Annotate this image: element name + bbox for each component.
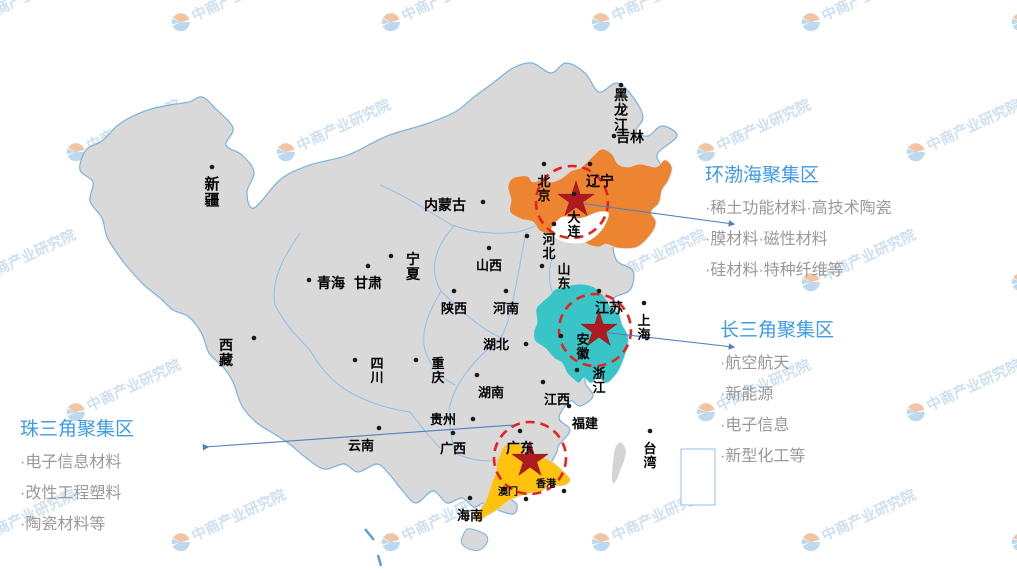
svg-text:东: 东 [557, 276, 570, 291]
svg-text:徽: 徽 [575, 346, 590, 361]
svg-text:龙: 龙 [613, 102, 628, 118]
svg-text:澳门: 澳门 [498, 485, 518, 498]
svg-text:陕西: 陕西 [441, 301, 467, 316]
svg-text:山西: 山西 [476, 258, 502, 273]
svg-text:西: 西 [219, 337, 233, 353]
svg-text:宁: 宁 [406, 251, 420, 267]
svg-text:河南: 河南 [493, 301, 519, 316]
svg-text:藏: 藏 [219, 352, 233, 368]
svg-text:山: 山 [557, 262, 570, 277]
svg-text:安: 安 [576, 332, 589, 347]
svg-text:湾: 湾 [643, 455, 656, 470]
svg-text:疆: 疆 [204, 192, 219, 209]
svg-text:河: 河 [542, 232, 555, 247]
svg-text:连: 连 [567, 224, 581, 239]
svg-text:香港: 香港 [536, 477, 557, 490]
svg-text:青海: 青海 [317, 275, 345, 291]
svg-text:贵州: 贵州 [430, 412, 456, 427]
svg-text:北: 北 [537, 174, 550, 189]
svg-text:内蒙古: 内蒙古 [424, 197, 466, 213]
svg-text:庆: 庆 [430, 370, 444, 385]
svg-text:湖南: 湖南 [478, 385, 504, 400]
svg-text:重: 重 [431, 356, 444, 371]
svg-text:北: 北 [542, 246, 555, 261]
svg-text:广东: 广东 [506, 440, 534, 456]
svg-text:海: 海 [637, 327, 650, 342]
svg-text:台: 台 [643, 441, 656, 456]
svg-text:新: 新 [204, 175, 219, 193]
svg-text:川: 川 [369, 370, 383, 385]
svg-text:大: 大 [567, 210, 580, 225]
svg-text:云南: 云南 [348, 438, 374, 453]
svg-text:吉林: 吉林 [616, 129, 644, 145]
svg-text:福建: 福建 [571, 416, 598, 431]
svg-text:京: 京 [537, 188, 550, 203]
svg-text:夏: 夏 [406, 266, 421, 282]
svg-text:海南: 海南 [457, 508, 483, 523]
svg-text:江: 江 [592, 380, 605, 395]
svg-text:甘肃: 甘肃 [354, 275, 382, 291]
svg-text:上: 上 [637, 313, 650, 328]
svg-text:浙: 浙 [592, 366, 605, 381]
svg-text:黑: 黑 [614, 87, 628, 103]
svg-text:湖北: 湖北 [483, 337, 509, 352]
svg-text:江苏: 江苏 [595, 300, 623, 316]
svg-text:广西: 广西 [440, 441, 466, 456]
svg-text:辽宁: 辽宁 [586, 173, 614, 189]
svg-text:江西: 江西 [544, 392, 570, 407]
svg-text:四: 四 [370, 356, 383, 371]
